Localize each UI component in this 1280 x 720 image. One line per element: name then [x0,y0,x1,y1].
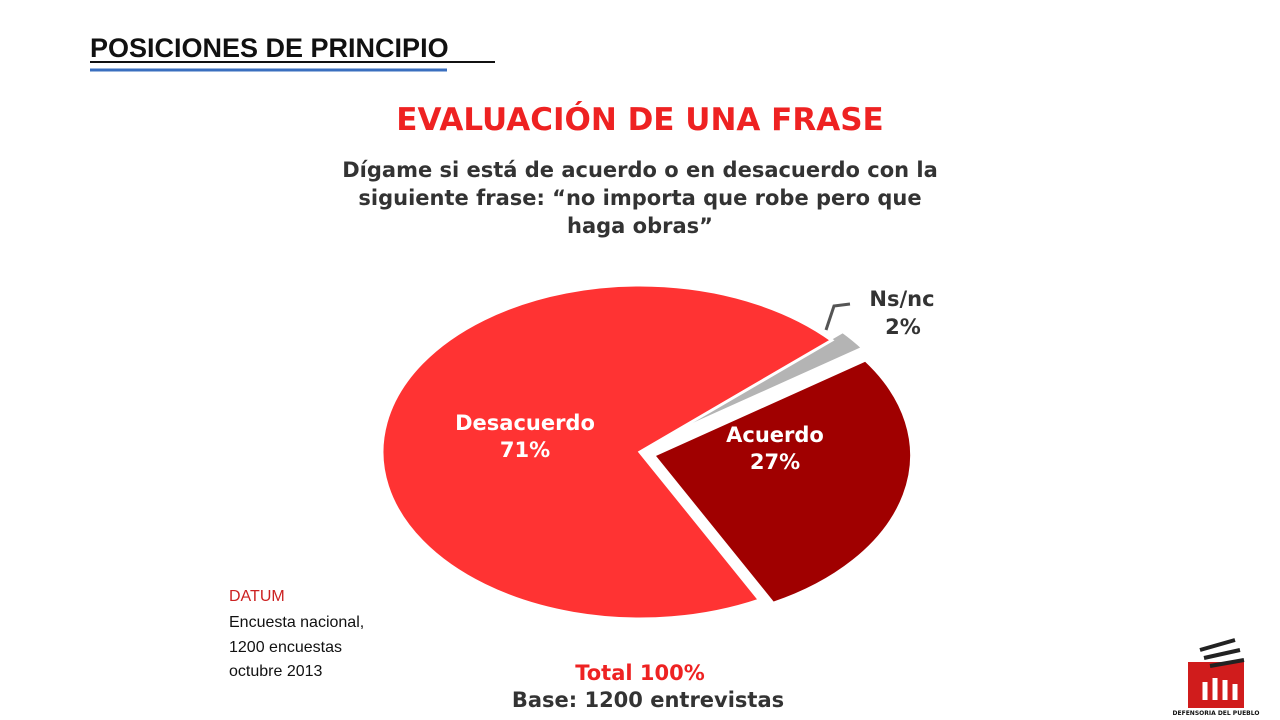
pie-slice [651,358,914,606]
slide-title: POSICIONES DE PRINCIPIO [90,33,449,63]
source-line: 1200 encuestas [229,639,342,656]
logo-text: DEFENSORIA DEL PUEBLO [1173,710,1260,717]
source-name: DATUM [229,588,285,605]
source-line: octubre 2013 [229,663,323,680]
footer-base: Base: 1200 entrevistas [512,688,784,712]
logo: DEFENSORIA DEL PUEBLO [1173,638,1260,717]
slice-value-label: 71% [500,438,550,462]
slice-label: Desacuerdo [455,411,595,435]
slice-value-label: 27% [750,450,800,474]
slice-label: Ns/nc [869,287,934,311]
slice-label: Acuerdo [726,423,824,447]
pie-slice [380,283,835,621]
leader-line [824,302,851,331]
chart-subtitle: Dígame si está de acuerdo o en desacuerd… [342,158,938,182]
pie: Ns/nc 2% Acuerdo 27% Desacuerdo 71% [380,283,935,621]
chart-subtitle: siguiente frase: “no importa que robe pe… [358,186,921,210]
chart-subtitle: haga obras” [567,214,713,238]
slice-value-label: 2% [885,315,921,339]
chart-title: EVALUACIÓN DE UNA FRASE [396,101,883,138]
source-line: Encuesta nacional, [229,614,364,631]
footer-total: Total 100% [575,661,705,685]
